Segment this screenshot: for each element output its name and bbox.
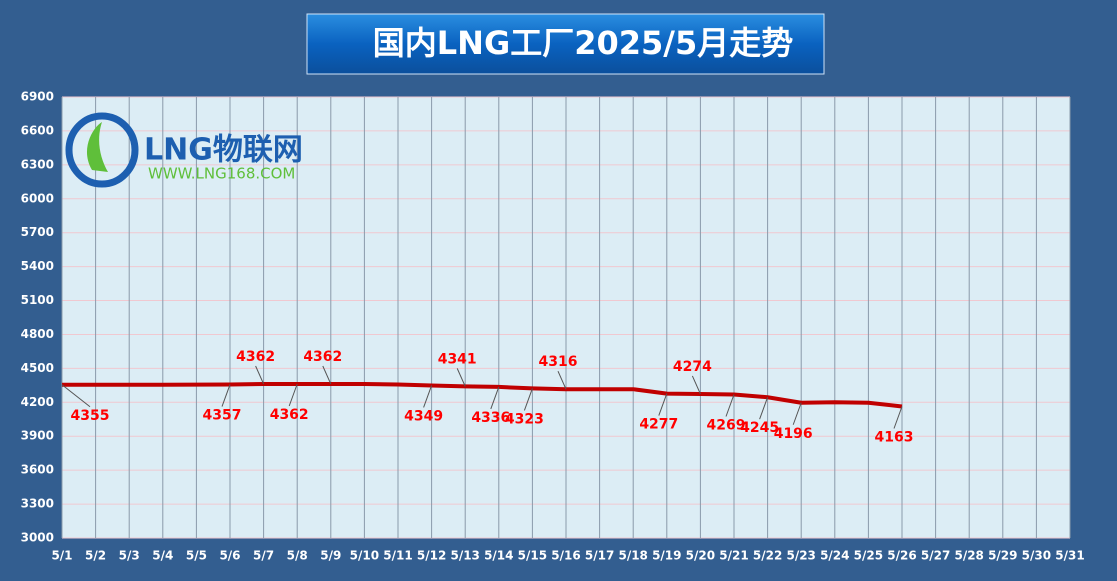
x-tick-label: 5/22 — [753, 549, 782, 563]
leader-line — [658, 393, 668, 416]
logo-leaf — [86, 122, 108, 172]
value-label: 4323 — [505, 411, 544, 427]
y-tick-label: 4200 — [21, 395, 54, 409]
x-tick-label: 5/16 — [551, 549, 580, 563]
x-tick-label: 5/6 — [219, 549, 240, 563]
y-tick-label: 6900 — [21, 90, 54, 104]
value-label: 4362 — [303, 349, 342, 365]
y-tick-label: 6600 — [21, 123, 54, 137]
logo-text: LNG物联网 — [144, 133, 303, 168]
x-tick-label: 5/24 — [820, 549, 849, 563]
y-tick-label: 3600 — [21, 463, 54, 477]
leader-line — [893, 406, 903, 429]
x-tick-label: 5/28 — [954, 549, 983, 563]
y-tick-label: 6000 — [21, 191, 54, 205]
leader-line — [759, 397, 769, 420]
x-tick-label: 5/18 — [618, 549, 647, 563]
leader-line — [523, 388, 533, 411]
value-label: 4357 — [203, 408, 242, 424]
x-tick-label: 5/13 — [450, 549, 479, 563]
leader-line — [221, 384, 231, 407]
title-box — [306, 13, 825, 75]
value-label: 4336 — [471, 410, 510, 426]
x-tick-label: 5/14 — [484, 549, 513, 563]
leader-line — [456, 368, 466, 387]
leader-line — [490, 386, 500, 410]
y-tick-label: 3900 — [21, 429, 54, 443]
x-tick-label: 5/7 — [253, 549, 274, 563]
y-tick-label: 3300 — [21, 497, 54, 511]
x-tick-label: 5/3 — [119, 549, 140, 563]
x-tick-label: 5/2 — [85, 549, 106, 563]
value-label: 4341 — [438, 351, 477, 367]
x-tick-label: 5/4 — [152, 549, 173, 563]
leader-line — [691, 375, 701, 395]
leader-line — [792, 402, 802, 425]
leader-line — [255, 365, 265, 385]
leader-line — [61, 384, 91, 408]
value-label: 4277 — [639, 417, 678, 433]
x-tick-label: 5/11 — [383, 549, 412, 563]
x-tick-label: 5/20 — [686, 549, 715, 563]
value-label: 4362 — [236, 349, 275, 365]
x-tick-label: 5/10 — [350, 549, 379, 563]
x-tick-label: 5/23 — [786, 549, 815, 563]
y-tick-label: 6300 — [21, 157, 54, 171]
value-label: 4245 — [740, 420, 779, 436]
value-label: 4269 — [707, 418, 746, 434]
line — [62, 381, 903, 409]
value-label: 4349 — [404, 408, 443, 424]
x-tick-label: 5/5 — [186, 549, 207, 563]
x-tick-label: 5/15 — [518, 549, 547, 563]
value-label: 4274 — [673, 359, 712, 375]
leader-line — [423, 385, 433, 408]
x-tick-label: 5/26 — [887, 549, 916, 563]
y-tick-label: 5700 — [21, 225, 54, 239]
value-label: 4316 — [539, 354, 578, 370]
x-tick-label: 5/25 — [854, 549, 883, 563]
x-tick-label: 5/30 — [1022, 549, 1051, 563]
x-tick-label: 5/27 — [921, 549, 950, 563]
x-tick-label: 5/21 — [719, 549, 748, 563]
leader-line — [557, 370, 567, 390]
x-tick-label: 5/12 — [417, 549, 446, 563]
chart-title: 国内LNG工厂2025/5月走势 — [373, 24, 793, 62]
leader-line — [725, 394, 735, 417]
value-label: 4163 — [875, 429, 914, 445]
x-tick-label: 5/31 — [1055, 549, 1084, 563]
y-tick-label: 5100 — [21, 293, 54, 307]
leader-line — [288, 383, 298, 407]
value-label: 4355 — [71, 408, 110, 424]
y-tick-label: 5400 — [21, 259, 54, 273]
y-tick-label: 4500 — [21, 361, 54, 375]
x-tick-label: 5/19 — [652, 549, 681, 563]
value-label: 4362 — [270, 407, 309, 423]
x-tick-label: 5/8 — [287, 549, 308, 563]
logo-url: WWW.LNG168.COM — [148, 165, 295, 183]
leader-line — [322, 365, 332, 385]
x-tick-label: 5/9 — [320, 549, 341, 563]
logo-ring — [65, 112, 139, 188]
value-label: 4196 — [774, 426, 813, 442]
y-tick-label: 4800 — [21, 327, 54, 341]
x-tick-label: 5/1 — [51, 549, 72, 563]
x-tick-label: 5/29 — [988, 549, 1017, 563]
x-tick-label: 5/17 — [585, 549, 614, 563]
logo: LNG物联网 WWW.LNG168.COM — [65, 112, 303, 188]
y-tick-label: 3000 — [21, 531, 54, 545]
